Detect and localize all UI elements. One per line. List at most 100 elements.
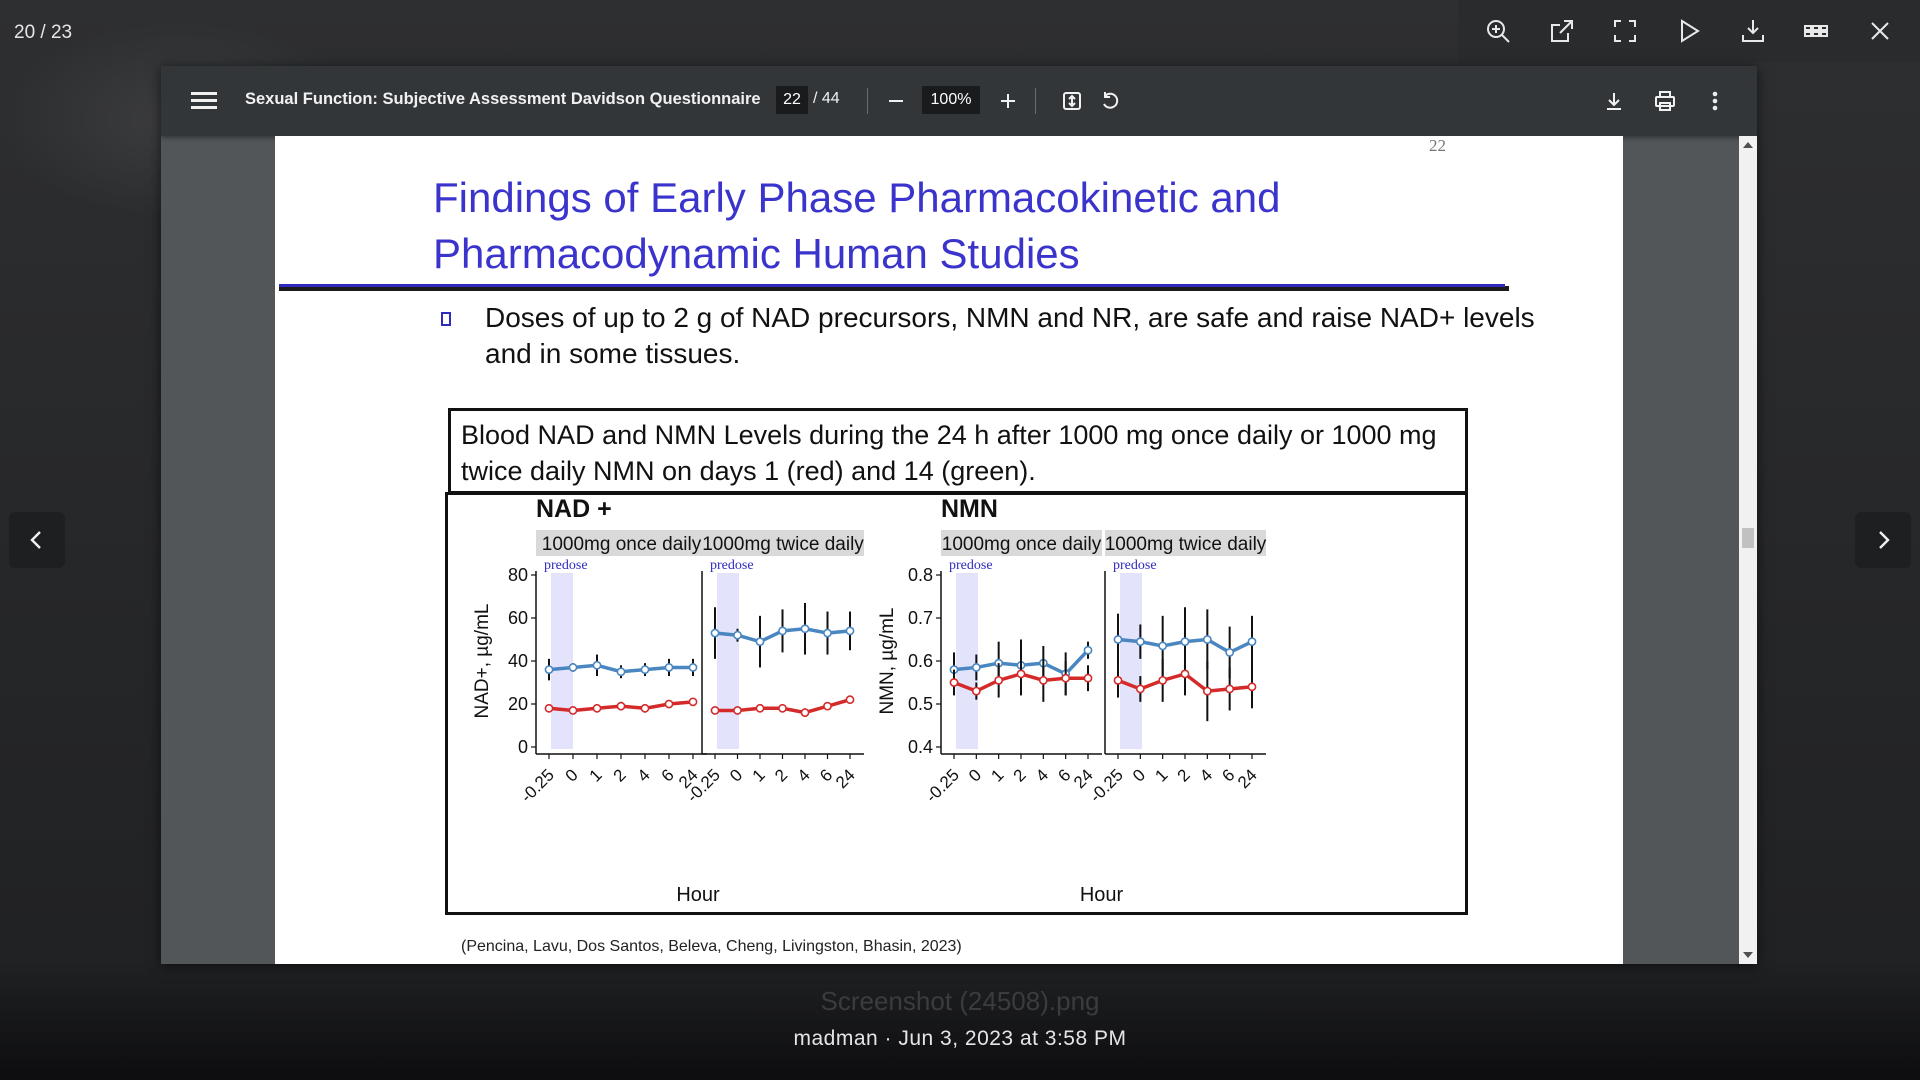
x-axis-label: Hour xyxy=(676,884,720,906)
data-point xyxy=(778,703,787,713)
y-tick-label: 0.5 xyxy=(908,694,933,714)
x-tick-label: 1 xyxy=(1151,765,1171,785)
fullscreen-icon[interactable] xyxy=(1605,11,1645,51)
data-point xyxy=(800,708,810,717)
minus-icon xyxy=(889,100,903,102)
chevron-left-icon xyxy=(30,531,41,549)
data-point xyxy=(1202,635,1212,644)
y-axis-label: NMN, µg/mL xyxy=(877,607,898,714)
kebab-menu-icon xyxy=(1712,91,1718,111)
zoom-out-button[interactable] xyxy=(881,86,911,116)
zoom-in-button[interactable] xyxy=(993,86,1023,116)
toolbar-divider xyxy=(867,88,868,114)
more-options-button[interactable] xyxy=(1700,86,1730,116)
x-tick-label: 6 xyxy=(1218,765,1238,785)
previous-image-button[interactable] xyxy=(9,512,65,568)
figure-panel: 1000mg once daily predose -0.25 0 1 2 4 6 24 0 20 4… xyxy=(445,492,1468,915)
x-tick-label: 24 xyxy=(832,765,859,792)
grid-icon[interactable] xyxy=(1796,11,1836,51)
open-external-icon[interactable] xyxy=(1542,11,1582,51)
data-point xyxy=(733,630,742,640)
overlay-toolbar xyxy=(1458,0,1920,62)
data-point xyxy=(1247,682,1257,692)
image-metadata: madman · Jun 3, 2023 at 3:58 PM xyxy=(793,1027,1127,1050)
data-point xyxy=(640,703,650,713)
data-point xyxy=(800,624,810,634)
scrollbar-thumb[interactable] xyxy=(1742,528,1754,548)
bullet-square-icon xyxy=(441,312,451,326)
predose-label: predose xyxy=(949,558,993,573)
data-point xyxy=(710,628,720,638)
figure-caption: Blood NAD and NMN Levels during the 24 h… xyxy=(461,420,1437,486)
data-point xyxy=(616,701,626,711)
data-point xyxy=(1113,635,1123,644)
y-tick-label: 0.4 xyxy=(908,737,933,757)
data-point xyxy=(592,703,602,713)
citation: (Pencina, Lavu, Dos Santos, Beleva, Chen… xyxy=(461,938,962,955)
play-icon[interactable] xyxy=(1669,11,1709,51)
data-point xyxy=(949,678,959,687)
data-point xyxy=(971,663,981,672)
x-tick-label: 0 xyxy=(562,765,582,785)
page-number-input[interactable]: 22 xyxy=(776,86,808,114)
background-shade xyxy=(0,960,1920,1080)
pdf-page: 22 Findings of Early Phase Pharmacokinet… xyxy=(275,136,1623,964)
x-tick-label: 24 xyxy=(1234,765,1261,792)
scroll-up-arrow-icon[interactable] xyxy=(1743,142,1753,148)
data-point xyxy=(544,703,554,713)
download-pdf-button[interactable] xyxy=(1599,86,1629,116)
data-point xyxy=(845,626,855,636)
printer-icon xyxy=(1655,91,1675,111)
data-point xyxy=(688,697,698,707)
data-point xyxy=(568,663,578,672)
x-tick-label: 0 xyxy=(965,765,985,785)
panel-title: 1000mg once daily xyxy=(942,534,1102,555)
x-tick-label: 1 xyxy=(749,765,769,785)
next-image-button[interactable] xyxy=(1855,512,1911,568)
bullet-text: Doses of up to 2 g of NAD precursors, NM… xyxy=(485,302,1535,369)
zoom-level[interactable]: 100% xyxy=(922,86,980,114)
pdf-viewer: Sexual Function: Subjective Assessment D… xyxy=(161,66,1757,964)
predose-band xyxy=(956,573,978,749)
scroll-down-arrow-icon[interactable] xyxy=(1743,952,1753,958)
predose-label: predose xyxy=(1113,558,1157,573)
group-title: NMN xyxy=(941,495,998,523)
predose-band xyxy=(551,573,573,749)
y-tick-label: 40 xyxy=(508,651,528,671)
zoom-in-icon[interactable] xyxy=(1478,11,1518,51)
y-tick-label: 0 xyxy=(518,737,528,757)
x-tick-label: 4 xyxy=(634,765,654,785)
data-point xyxy=(1247,637,1257,647)
y-tick-label: 20 xyxy=(508,694,528,714)
x-tick-label: 0 xyxy=(1129,765,1149,785)
data-point xyxy=(1083,645,1093,655)
data-point xyxy=(664,699,674,709)
data-point xyxy=(1113,675,1123,685)
x-tick-label: 1 xyxy=(586,765,606,785)
data-point xyxy=(1180,637,1190,647)
rotate-button[interactable] xyxy=(1095,86,1125,116)
data-point xyxy=(733,706,742,715)
data-point xyxy=(994,675,1004,685)
close-icon[interactable] xyxy=(1860,11,1900,51)
print-button[interactable] xyxy=(1650,86,1680,116)
plus-icon xyxy=(1001,94,1015,108)
x-tick-label: 6 xyxy=(816,765,836,785)
menu-icon[interactable] xyxy=(191,88,217,114)
data-point xyxy=(1135,684,1145,694)
vertical-scrollbar[interactable] xyxy=(1739,136,1757,964)
fit-page-button[interactable] xyxy=(1057,86,1087,116)
data-point xyxy=(1225,647,1235,657)
data-point xyxy=(778,626,787,636)
x-tick-label: 4 xyxy=(1196,765,1216,785)
rotate-icon xyxy=(1103,92,1119,109)
x-tick-label: 2 xyxy=(1010,765,1030,785)
predose-band xyxy=(717,573,739,749)
data-point xyxy=(1202,686,1212,696)
data-point xyxy=(1158,641,1168,651)
download-icon[interactable] xyxy=(1733,11,1773,51)
y-tick-label: 80 xyxy=(508,565,528,585)
panel-strip xyxy=(1105,530,1266,556)
page-number-label: 22 xyxy=(1429,136,1446,155)
predose-label: predose xyxy=(710,558,754,573)
